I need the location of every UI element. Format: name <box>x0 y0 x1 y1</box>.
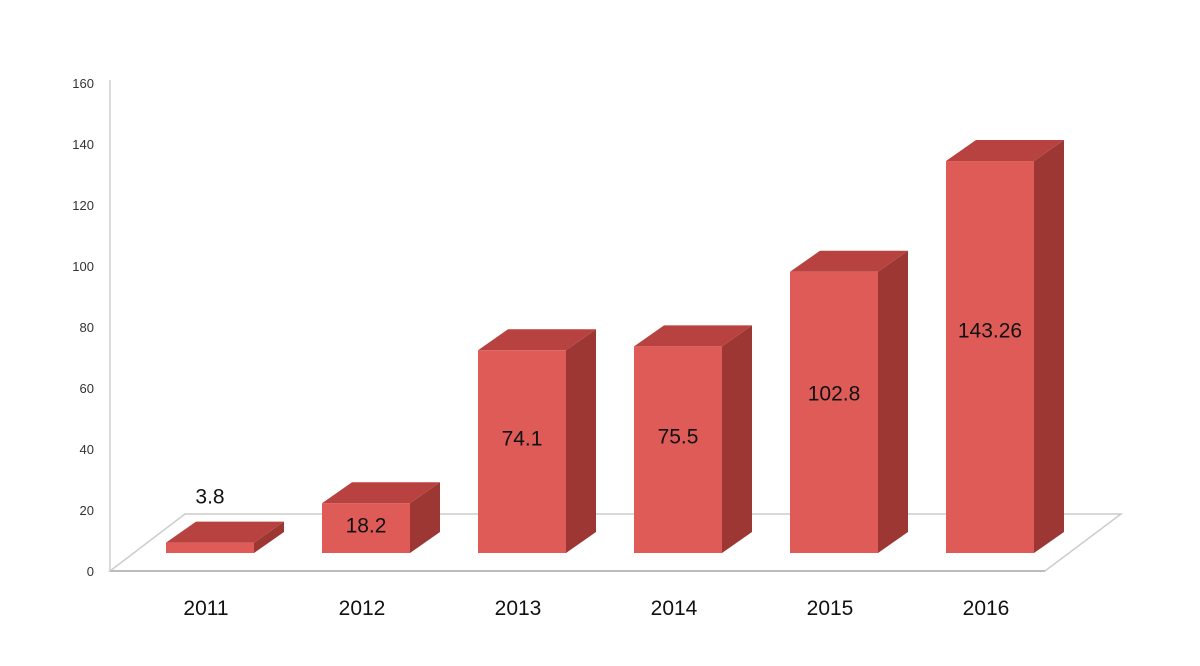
bar-front <box>166 542 254 553</box>
x-tick-label: 2016 <box>963 597 1010 620</box>
bar <box>478 329 596 553</box>
y-tick-label: 120 <box>72 198 94 213</box>
data-label: 102.8 <box>808 383 861 406</box>
x-tick-label: 2011 <box>183 597 228 620</box>
bar-top <box>166 521 284 543</box>
data-label: 18.2 <box>346 515 387 538</box>
bar <box>166 521 284 553</box>
bar-front <box>634 346 722 553</box>
y-tick-label: 0 <box>87 564 94 579</box>
bar-front <box>790 271 878 553</box>
x-axis: 2011 2012 2013 2014 2015 2016 <box>183 597 1009 620</box>
bar-series <box>166 140 1064 553</box>
bar-front <box>322 503 410 553</box>
data-label: 75.5 <box>658 425 699 448</box>
y-tick-label: 140 <box>72 137 94 152</box>
data-label: 143.26 <box>958 320 1022 343</box>
bar-side <box>878 250 908 553</box>
x-tick-label: 2012 <box>339 597 386 620</box>
y-tick-label: 80 <box>80 320 94 335</box>
bar-top <box>478 329 596 351</box>
bar-side <box>566 329 596 553</box>
y-tick-label: 20 <box>80 503 94 518</box>
data-labels: 3.8 18.2 74.1 75.5 102.8 143.26 <box>195 320 1022 538</box>
y-tick-label: 100 <box>72 259 94 274</box>
data-label: 3.8 <box>195 486 224 509</box>
data-label: 74.1 <box>502 427 543 450</box>
x-tick-label: 2014 <box>651 597 698 620</box>
bar-side <box>410 482 440 553</box>
y-tick-label: 60 <box>80 381 94 396</box>
bar <box>322 482 440 553</box>
y-tick-label: 160 <box>72 76 94 91</box>
x-tick-label: 2013 <box>495 597 542 620</box>
bar <box>634 325 752 553</box>
bar-side <box>1034 140 1064 553</box>
bar-top <box>790 250 908 272</box>
y-tick-label: 40 <box>80 442 94 457</box>
bar-top <box>322 482 440 504</box>
bar <box>946 140 1064 553</box>
bar-side <box>722 325 752 553</box>
bar-top <box>634 325 752 347</box>
x-tick-label: 2015 <box>807 597 854 620</box>
bar-front <box>946 161 1034 553</box>
y-axis: 0 20 40 60 80 100 120 140 160 <box>72 76 111 579</box>
bar-front <box>478 350 566 553</box>
bar <box>790 250 908 553</box>
bar-top <box>946 140 1064 162</box>
bar-side <box>254 521 284 553</box>
